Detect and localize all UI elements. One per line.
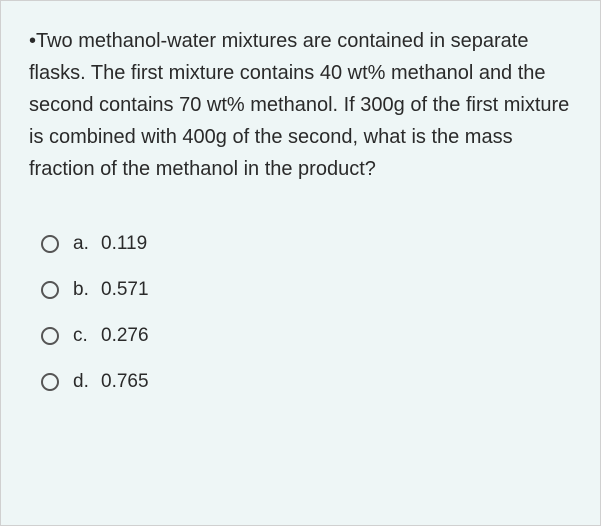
option-label: c. [73,325,101,347]
radio-icon[interactable] [41,373,59,391]
option-value: 0.119 [101,233,572,255]
option-d[interactable]: d. 0.765 [41,371,572,393]
option-label: a. [73,233,101,255]
radio-icon[interactable] [41,327,59,345]
options-group: a. 0.119 b. 0.571 c. 0.276 d. 0.765 [29,233,572,393]
option-a[interactable]: a. 0.119 [41,233,572,255]
option-value: 0.765 [101,371,572,393]
radio-icon[interactable] [41,281,59,299]
option-label: b. [73,279,101,301]
option-value: 0.276 [101,325,572,347]
option-value: 0.571 [101,279,572,301]
option-b[interactable]: b. 0.571 [41,279,572,301]
option-c[interactable]: c. 0.276 [41,325,572,347]
option-label: d. [73,371,101,393]
question-text: •Two methanol-water mixtures are contain… [29,25,572,185]
radio-icon[interactable] [41,235,59,253]
